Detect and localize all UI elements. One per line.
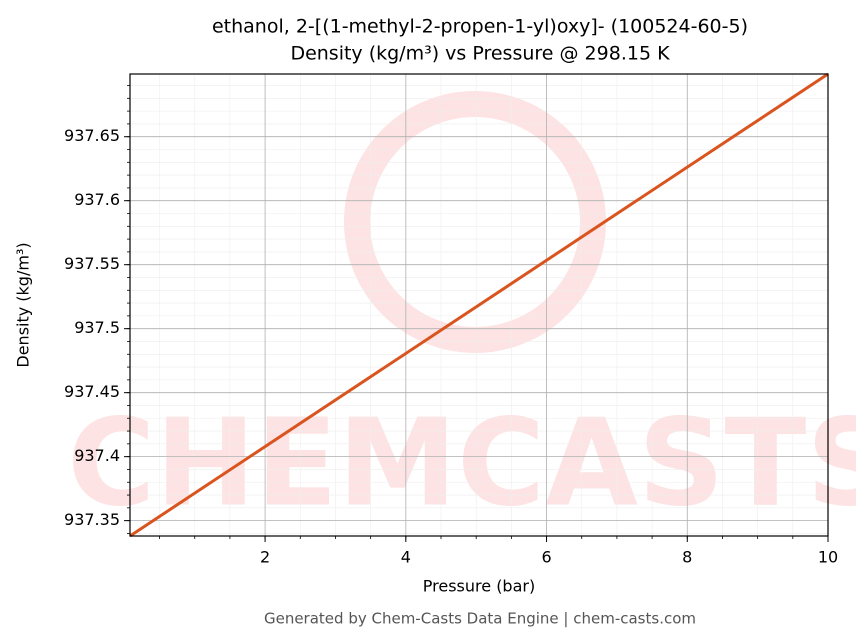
x-tick-label: 8 [682,548,692,567]
footer: Generated by Chem-Casts Data Engine | ch… [264,610,696,628]
y-tick-label: 937.6 [74,190,120,209]
y-tick-label: 937.5 [74,318,120,337]
y-tick-label: 937.55 [64,254,120,273]
data-line [129,72,829,538]
chart-subtitle: Density (kg/m³) vs Pressure @ 298.15 K [290,43,670,65]
y-tick-label: 937.4 [74,446,120,465]
plot-frame [129,73,829,537]
y-tick-label: 937.35 [64,510,120,529]
x-tick-label: 4 [401,548,411,567]
x-tick-label: 6 [541,548,551,567]
y-tick-label: 937.65 [64,126,120,145]
y-tick-label: 937.45 [64,382,120,401]
x-tick-label: 10 [818,548,838,567]
x-tick-label: 2 [260,548,270,567]
y-axis-label: Density (kg/m³) [14,242,33,367]
watermark: CHEMCASTS [67,395,856,534]
x-axis-label: Pressure (bar) [423,577,535,596]
watermark-logo [344,91,606,353]
chart-title: ethanol, 2-[(1-methyl-2-propen-1-yl)oxy]… [212,16,748,38]
